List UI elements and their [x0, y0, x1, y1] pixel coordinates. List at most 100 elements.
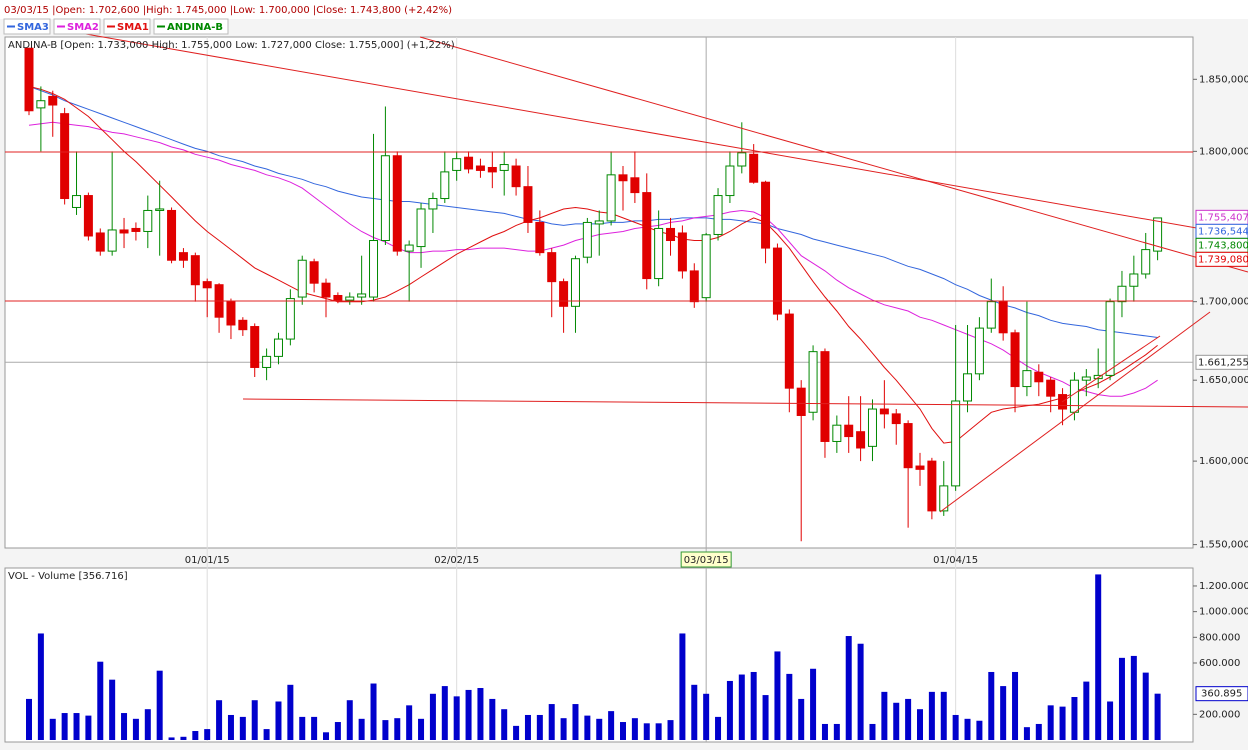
x-tick-label: 01/04/15	[933, 555, 978, 566]
volume-bar	[548, 704, 555, 740]
volume-bar	[311, 716, 318, 740]
candle-body	[594, 220, 604, 225]
header-info: 03/03/15 |Open: 1.702,600 |High: 1.745,0…	[4, 5, 452, 16]
candle-body	[226, 301, 236, 326]
candle-body	[1117, 285, 1127, 303]
candle-body	[190, 255, 200, 286]
candle-body	[155, 208, 165, 211]
crosshair-label-box	[1195, 354, 1248, 370]
volume-bar	[49, 718, 56, 740]
volume-bar	[964, 718, 971, 740]
volume-bar	[988, 671, 995, 740]
candle-body	[36, 100, 46, 109]
volume-bar	[679, 633, 686, 740]
candle-body	[1081, 376, 1091, 381]
volume-bar	[26, 698, 32, 740]
candle-body	[119, 229, 129, 234]
candle-body	[143, 209, 153, 232]
candle-body	[83, 195, 93, 237]
volume-bar	[631, 718, 638, 740]
sma-line	[28, 85, 1158, 338]
legend-label: SMA3	[17, 22, 49, 33]
volume-bar	[251, 700, 258, 740]
candle-body	[72, 195, 82, 208]
candle-body	[475, 165, 485, 171]
volume-bar	[144, 709, 151, 740]
volume-bar	[382, 720, 389, 740]
candle-body	[511, 165, 521, 188]
volume-bar	[1059, 706, 1066, 740]
y-tick-label: 1.550,000	[1199, 540, 1248, 551]
volume-panel-title: VOL - Volume [356.716]	[8, 571, 128, 582]
sma-line	[28, 121, 1158, 397]
volume-bar	[917, 709, 923, 740]
candle-body	[464, 156, 474, 170]
volume-bar	[1083, 681, 1090, 740]
y-tick-label: 1.200.000	[1199, 581, 1248, 592]
volume-marker-label: 360.895	[1201, 689, 1242, 700]
volume-bar	[1118, 657, 1125, 740]
volume-bar	[465, 689, 472, 740]
volume-bar	[97, 661, 104, 740]
candle-body	[570, 258, 580, 307]
volume-bar	[584, 715, 591, 740]
candle-body	[677, 232, 687, 272]
volume-bar	[1130, 655, 1137, 740]
volume-bar	[180, 736, 187, 740]
volume-bar	[810, 668, 817, 740]
volume-bar	[192, 731, 199, 740]
trend-line	[939, 311, 1211, 513]
y-tick-label: 800.000	[1199, 632, 1240, 643]
volume-bar	[168, 737, 175, 740]
volume-bar	[596, 718, 603, 740]
volume-bar	[821, 723, 828, 740]
volume-bar	[406, 705, 413, 740]
volume-bar	[85, 715, 92, 740]
plot-layer	[5, 37, 1193, 742]
candle-body	[1153, 217, 1163, 252]
candle-body	[178, 252, 188, 261]
volume-bar	[132, 718, 139, 740]
volume-bar	[1047, 705, 1054, 740]
volume-bar	[477, 688, 484, 740]
candle-body	[428, 198, 438, 210]
candle-body	[749, 153, 759, 183]
volume-bar	[239, 716, 246, 740]
price-panel-title: ANDINA-B [Open: 1.733,000 High: 1.755,00…	[8, 40, 455, 51]
y-tick-label: 1.850,000	[1199, 74, 1248, 85]
candle-body	[606, 174, 616, 222]
candle-body	[998, 301, 1008, 334]
volume-bar	[275, 701, 282, 740]
volume-bar	[1035, 723, 1042, 740]
candle-body	[879, 408, 889, 415]
candle-body	[345, 296, 355, 301]
candle-body	[167, 209, 177, 261]
volume-bar	[287, 684, 294, 740]
candle-body	[202, 281, 212, 289]
candle-body	[927, 460, 937, 512]
volume-bar	[881, 691, 888, 740]
volume-bar	[227, 714, 234, 740]
candle-body	[951, 400, 961, 487]
candle-body	[380, 155, 390, 242]
price-panel	[4, 36, 1194, 549]
volume-bar	[418, 718, 425, 740]
volume-bar	[37, 633, 44, 740]
volume-bar	[1071, 697, 1078, 740]
legend-label: ANDINA-B	[167, 22, 223, 33]
volume-bar	[893, 702, 900, 740]
candle-body	[963, 373, 973, 402]
candle-body	[1069, 379, 1079, 413]
volume-bar	[299, 716, 306, 740]
legend-box	[153, 18, 229, 35]
candle-body	[523, 186, 533, 223]
y-tick-label: 1.600,000	[1199, 456, 1248, 467]
volume-bar	[1012, 671, 1019, 740]
candle-body	[404, 244, 414, 252]
price-marker-box	[1195, 251, 1248, 267]
x-tick-label: 03/03/15	[684, 555, 729, 566]
candle-body	[369, 240, 379, 298]
candle-body	[1129, 273, 1139, 287]
volume-bar	[536, 714, 543, 740]
legend-box	[3, 18, 51, 35]
